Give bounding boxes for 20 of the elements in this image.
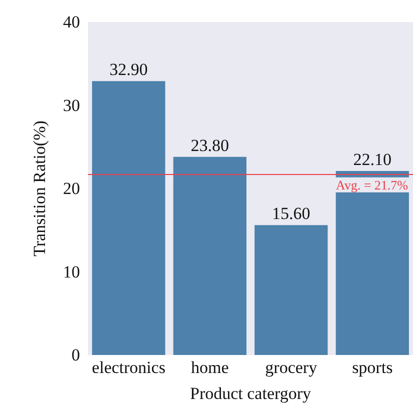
x-axis-title: Product catergory (190, 384, 312, 403)
data-label: 32.90 (110, 60, 148, 80)
x-tick-label: grocery (265, 358, 318, 377)
bar (254, 225, 328, 355)
y-tick-label: 0 (72, 346, 80, 364)
y-tick-label: 20 (63, 179, 80, 198)
y-tick-label: 40 (63, 12, 80, 32)
data-label: 15.60 (272, 204, 310, 224)
data-label: 23.80 (190, 136, 229, 155)
x-tick-label: electronics (92, 358, 166, 377)
bar (336, 171, 409, 355)
x-tick-label: sports (352, 358, 393, 377)
x-tick-label: home (190, 358, 229, 377)
ref-line-label: Avg. = 21.7% (336, 177, 408, 192)
y-tick-label: 30 (63, 96, 80, 115)
y-tick-label: 10 (63, 262, 80, 282)
y-axis-title: Transition Ratio(%) (30, 120, 49, 256)
bar (173, 156, 246, 355)
bar (92, 81, 166, 355)
data-label: 22.10 (353, 150, 392, 170)
